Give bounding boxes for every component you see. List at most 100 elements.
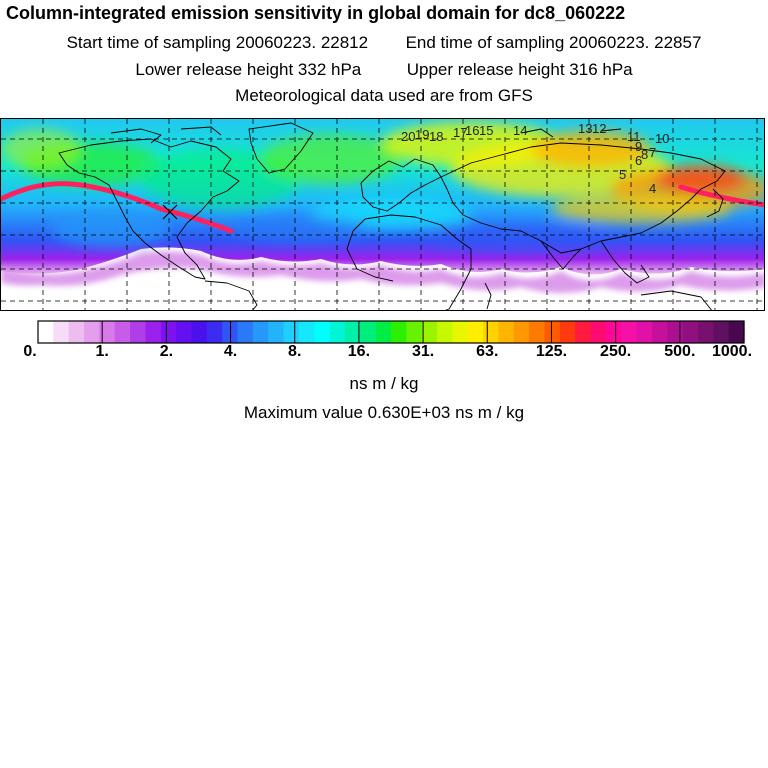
europe-outline	[360, 158, 442, 212]
day-marker-6: 6	[635, 153, 642, 168]
colorbar-cell	[176, 321, 193, 343]
colorbar-cell	[636, 321, 653, 343]
release-heights: Lower release height 332 hPa Upper relea…	[0, 60, 768, 80]
colorbar-cell	[713, 321, 730, 343]
africa-outline	[346, 214, 472, 310]
colorbar-cell	[268, 321, 285, 343]
colorbar-cell	[667, 321, 684, 343]
end-time-value: 20060223. 22857	[569, 33, 702, 52]
colorbar-cell	[360, 321, 377, 343]
colorbar-cell	[651, 321, 668, 343]
colorbar-cell	[544, 321, 561, 343]
day-marker-18: 18	[429, 129, 443, 144]
colorbar-cell	[145, 321, 162, 343]
colorbar-cell	[130, 321, 147, 343]
colorbar-cell	[406, 321, 423, 343]
colorbar-cell	[498, 321, 515, 343]
japan-outline	[706, 188, 724, 218]
arctic-islands-outline	[110, 126, 622, 144]
colorbar-cell	[697, 321, 714, 343]
maximum-number: 0.630E+03	[367, 403, 451, 422]
colorbar-cell	[114, 321, 131, 343]
colorbar-cell	[99, 321, 116, 343]
greenland-outline	[248, 122, 314, 174]
colorbar-cell	[529, 321, 546, 343]
colorbar-cell	[252, 321, 269, 343]
maximum-label: Maximum value	[243, 403, 363, 422]
end-time-label: End time of sampling	[405, 33, 565, 52]
day-marker-16: 16	[465, 123, 479, 138]
lower-release-value: 332 hPa	[297, 60, 362, 79]
colorbar-cell	[84, 321, 100, 343]
colorbar-cell	[467, 321, 484, 343]
colorbar-cell	[682, 321, 699, 343]
day-marker-20: 20	[401, 129, 415, 144]
colorbar-cell	[191, 321, 208, 343]
colorbar-cell	[283, 321, 300, 343]
flight-track	[1, 181, 234, 234]
lower-release-label: Lower release height	[135, 60, 294, 79]
colorbar-label: 1.	[95, 343, 109, 360]
india-outline	[540, 240, 582, 270]
colorbar-cell	[621, 321, 638, 343]
south-america-outline	[204, 280, 258, 310]
colorbar-cell	[728, 321, 745, 343]
day-marker-19: 19	[415, 127, 429, 142]
colorbar-cell	[329, 321, 346, 343]
colorbar-cell	[344, 321, 361, 343]
colorbar-cell	[452, 321, 469, 343]
day-marker-9: 9	[635, 139, 642, 154]
colorbar-cell	[559, 321, 576, 343]
colorbar-cell	[237, 321, 254, 343]
colorbar-cell	[590, 321, 607, 343]
day-marker-5: 5	[619, 167, 626, 182]
day-marker-10: 10	[655, 131, 669, 146]
colorbar-cell	[483, 321, 500, 343]
colorbar-label: 250.	[600, 343, 632, 360]
day-marker-17: 17	[453, 125, 467, 140]
graticule	[1, 119, 764, 310]
colorbar-cell	[421, 321, 438, 343]
colorbar-units: ns m / kg	[349, 374, 419, 393]
colorbar-label: 0.	[23, 343, 37, 360]
day-markers: 20 19 18 17 16 15 14 13 12 11 10 9 8 7 6…	[401, 121, 669, 196]
day-marker-7: 7	[649, 145, 656, 160]
maximum-units: ns m / kg	[455, 403, 525, 422]
release-marker	[162, 204, 178, 220]
day-marker-8: 8	[641, 147, 648, 162]
colorbar-cell	[298, 321, 315, 343]
colorbar-label: 31.	[411, 343, 435, 360]
colorbar-label: 125.	[535, 343, 568, 360]
colorbar-cell	[375, 321, 392, 343]
colorbar-label: 4.	[223, 343, 238, 360]
colorbar-cell	[575, 321, 592, 343]
day-marker-14: 14	[513, 123, 527, 138]
start-time-value: 20060223. 22812	[235, 33, 369, 52]
colorbar-label: 1000.	[711, 343, 753, 360]
day-marker-11: 11	[627, 129, 641, 144]
colorbar-cell	[605, 321, 622, 343]
colorbar-cell	[513, 321, 530, 343]
colorbar-border	[37, 320, 745, 344]
colorbar-label: 16.	[347, 343, 371, 360]
sampling-times: Start time of sampling 20060223. 22812 E…	[0, 33, 768, 53]
day-marker-15: 15	[479, 123, 493, 138]
australia-outline	[640, 290, 712, 310]
maximum-value: Maximum value 0.630E+03 ns m / kg	[0, 403, 768, 423]
day-marker-4: 4	[649, 181, 656, 196]
north-america-outline	[58, 138, 240, 280]
day-marker-13: 13	[578, 121, 592, 136]
colorbar-cell	[391, 321, 407, 343]
colorbar-cell	[437, 321, 453, 343]
sensitivity-map: 20 19 18 17 16 15 14 13 12 11 10 9 8 7 6…	[0, 118, 765, 311]
met-data-note: Meteorological data used are from GFS	[235, 86, 533, 105]
madagascar-outline	[484, 282, 492, 310]
start-time-label: Start time of sampling	[66, 33, 231, 52]
upper-release-value: 316 hPa	[569, 60, 633, 79]
colorbar-label: 63.	[476, 343, 499, 360]
colorbar-cell	[68, 321, 85, 343]
colorbar-cell	[53, 321, 70, 343]
colorbar-label: 2.	[159, 343, 174, 360]
colorbar-label: 500.	[664, 343, 696, 360]
colorbar-cell	[160, 321, 177, 343]
